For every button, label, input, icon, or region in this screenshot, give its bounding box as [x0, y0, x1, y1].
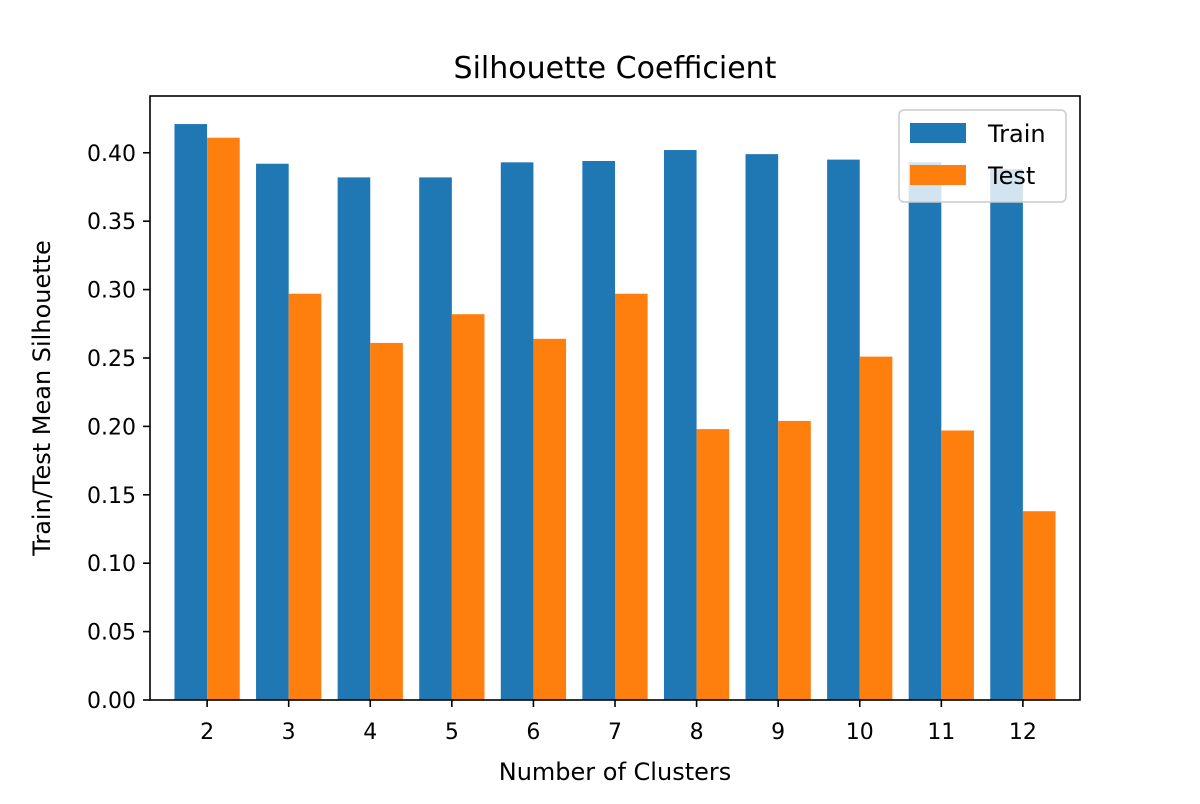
bar-test-3 — [288, 293, 322, 700]
legend-swatch-train — [910, 123, 966, 143]
y-tick-label: 0.25 — [87, 347, 136, 372]
bar-test-7 — [615, 293, 648, 700]
x-tick-label: 10 — [846, 720, 874, 745]
bars-layer — [174, 124, 1056, 701]
y-tick-label: 0.30 — [87, 279, 136, 304]
y-tick-label: 0.00 — [87, 689, 136, 714]
x-tick-label: 4 — [363, 720, 377, 745]
chart-title: Silhouette Coefficient — [454, 51, 777, 86]
y-tick-label: 0.15 — [87, 484, 136, 509]
bar-train-6 — [500, 162, 534, 701]
y-axis-label: Train/Test Mean Silhouette — [28, 240, 56, 557]
bar-train-5 — [419, 177, 452, 700]
bar-test-9 — [778, 420, 811, 700]
bar-train-4 — [337, 177, 371, 700]
bar-train-10 — [827, 159, 860, 701]
bar-test-10 — [859, 356, 893, 700]
legend-label-train: Train — [987, 120, 1046, 148]
y-tick-label: 0.20 — [87, 415, 136, 440]
bar-train-9 — [745, 154, 779, 700]
bar-train-7 — [582, 160, 615, 701]
bar-test-2 — [207, 137, 240, 701]
x-tick-label: 2 — [200, 720, 214, 745]
bar-test-8 — [696, 429, 730, 700]
y-tick-label: 0.40 — [87, 142, 136, 167]
x-tick-label: 12 — [1009, 720, 1037, 745]
bar-train-11 — [908, 162, 942, 701]
x-tick-label: 3 — [282, 720, 296, 745]
bar-train-8 — [663, 150, 697, 701]
bar-test-6 — [533, 338, 567, 700]
y-tick-label: 0.05 — [87, 621, 136, 646]
x-tick-label: 6 — [526, 720, 540, 745]
x-tick-label: 7 — [608, 720, 622, 745]
bar-test-11 — [941, 430, 974, 700]
bar-train-12 — [990, 169, 1023, 700]
bar-test-5 — [451, 314, 485, 700]
legend-label-test: Test — [987, 162, 1035, 190]
x-tick-label: 5 — [445, 720, 459, 745]
x-axis-label: Number of Clusters — [499, 758, 732, 786]
y-axis: 0.00 0.05 0.10 0.15 0.20 0.25 0.30 0.35 0.40 — [87, 142, 150, 714]
bar-test-12 — [1022, 511, 1056, 700]
legend-swatch-test — [910, 165, 966, 185]
bar-train-3 — [256, 163, 289, 701]
legend: Train Test — [898, 109, 1067, 203]
x-tick-label: 11 — [927, 720, 955, 745]
plot-area-frame — [149, 95, 1081, 701]
x-tick-label: 8 — [690, 720, 704, 745]
x-tick-label: 9 — [771, 720, 785, 745]
bar-train-2 — [174, 124, 208, 701]
x-axis: 2 3 4 5 6 7 8 9 10 11 12 — [200, 700, 1037, 745]
bar-test-4 — [370, 342, 403, 700]
y-tick-label: 0.10 — [87, 552, 136, 577]
y-tick-label: 0.35 — [87, 210, 136, 235]
